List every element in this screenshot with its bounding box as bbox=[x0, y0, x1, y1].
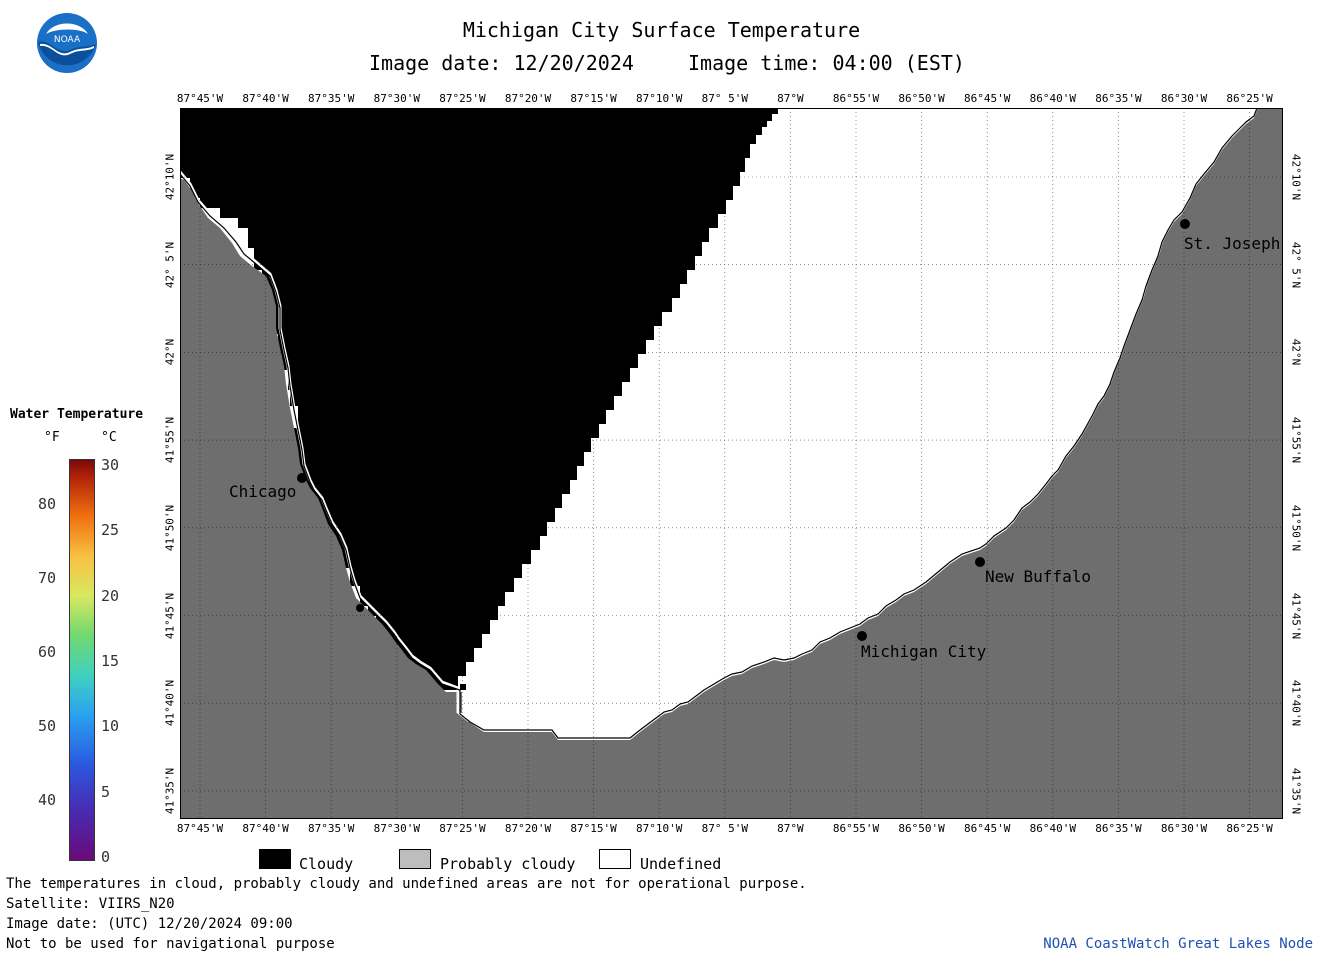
footer-credit: NOAA CoastWatch Great Lakes Node bbox=[1043, 936, 1313, 952]
colorbar-f-label: 60 bbox=[38, 643, 57, 661]
latitude-tick-label: 41°45'N bbox=[163, 592, 177, 639]
colorbar-c-label: 25 bbox=[101, 521, 120, 540]
longitude-tick-label: 87°25'W bbox=[439, 92, 486, 105]
longitude-tick-label: 87°30'W bbox=[373, 822, 420, 835]
colorbar-unit-c: °C bbox=[101, 430, 117, 445]
map-frame bbox=[180, 108, 1283, 819]
latitude-tick-label: 41°50'N bbox=[163, 504, 177, 551]
legend-swatch-undefined bbox=[599, 849, 631, 869]
longitude-tick-label: 86°30'W bbox=[1160, 92, 1208, 105]
footer-disclaimer: The temperatures in cloud, probably clou… bbox=[6, 876, 807, 892]
longitude-tick-label: 86°40'W bbox=[1029, 822, 1076, 835]
legend-label-undefined: Undefined bbox=[640, 855, 722, 873]
chicago-marker bbox=[297, 473, 307, 483]
longitude-tick-label: 86°55'W bbox=[832, 822, 880, 835]
footer-satellite: Satellite: VIIRS_N20 bbox=[6, 896, 175, 912]
city-label-st-joseph: St. Joseph bbox=[1184, 234, 1281, 253]
longitude-tick-label: 87°35'W bbox=[308, 822, 355, 835]
latitude-tick-label: 41°35'N bbox=[163, 767, 177, 815]
longitude-tick-label: 86°50'W bbox=[898, 92, 945, 105]
colorbar-c-label: 0 bbox=[101, 847, 111, 866]
colorbar-f-label: 40 bbox=[38, 791, 57, 809]
colorbar-f-label: 70 bbox=[38, 569, 57, 587]
latitude-tick-label: 41°50'N bbox=[1289, 504, 1303, 551]
longitude-tick-label: 87°20'W bbox=[504, 822, 552, 835]
latitude-tick-label: 41°45'N bbox=[1289, 592, 1303, 639]
latitude-tick-label: 42°N bbox=[1289, 339, 1303, 366]
longitude-tick-label: 87°W bbox=[777, 92, 804, 105]
colorbar-c-label: 5 bbox=[101, 782, 111, 801]
longitude-tick-label: 86°45'W bbox=[964, 822, 1011, 835]
colorbar-title: Water Temperature bbox=[10, 407, 144, 422]
shoreline bbox=[180, 108, 1258, 738]
latitude-tick-label: 41°40'N bbox=[163, 680, 177, 727]
latitude-tick-label: 41°55'N bbox=[1289, 416, 1303, 464]
michigan-city-marker bbox=[857, 631, 867, 641]
land-area bbox=[180, 108, 1283, 819]
new-buffalo-marker bbox=[975, 557, 985, 567]
colorbar-c-label: 10 bbox=[101, 717, 120, 736]
legend-label-cloudy: Cloudy bbox=[299, 855, 354, 873]
longitude-tick-label: 87°30'W bbox=[373, 92, 420, 105]
footer-utc-date: Image date: (UTC) 12/20/2024 09:00 bbox=[6, 916, 293, 932]
page-title: Michigan City Surface Temperature bbox=[462, 18, 861, 42]
longitude-tick-label: 86°55'W bbox=[832, 92, 880, 105]
longitude-tick-label: 87°20'W bbox=[504, 92, 552, 105]
latitude-tick-label: 42°N bbox=[163, 339, 177, 366]
st-joseph-marker bbox=[1180, 219, 1190, 229]
colorbar-c-label: 20 bbox=[101, 586, 120, 605]
longitude-tick-label: 86°35'W bbox=[1095, 822, 1142, 835]
longitude-tick-label: 87°45'W bbox=[176, 822, 224, 835]
lake-map bbox=[180, 108, 1283, 819]
gary-marker bbox=[356, 604, 364, 612]
longitude-tick-label: 87°40'W bbox=[242, 92, 289, 105]
legend-swatch-cloudy bbox=[259, 849, 291, 869]
longitude-tick-label: 87°10'W bbox=[636, 822, 683, 835]
longitude-tick-label: 87°15'W bbox=[570, 822, 617, 835]
longitude-tick-label: 87°45'W bbox=[176, 92, 224, 105]
image-time: Image time: 04:00 (EST) bbox=[688, 51, 965, 75]
longitude-tick-label: 86°25'W bbox=[1226, 92, 1273, 105]
latitude-tick-label: 41°40'N bbox=[1289, 680, 1303, 727]
latitude-tick-label: 41°55'N bbox=[163, 416, 177, 464]
longitude-tick-label: 86°30'W bbox=[1160, 822, 1208, 835]
longitude-tick-label: 86°25'W bbox=[1226, 822, 1273, 835]
longitude-tick-label: 86°45'W bbox=[964, 92, 1011, 105]
longitude-tick-label: 87°W bbox=[777, 822, 804, 835]
noaa-logo: NOAA bbox=[37, 13, 97, 73]
city-label-new-buffalo: New Buffalo bbox=[985, 567, 1091, 586]
latitude-tick-label: 42°10'N bbox=[163, 153, 177, 201]
longitude-tick-label: 87° 5'W bbox=[701, 92, 748, 105]
latitude-tick-label: 42°10'N bbox=[1289, 153, 1303, 201]
longitude-tick-label: 87°25'W bbox=[439, 822, 486, 835]
longitude-tick-label: 86°35'W bbox=[1095, 92, 1142, 105]
graticule bbox=[180, 108, 1283, 819]
latitude-tick-label: 42° 5'N bbox=[163, 241, 177, 288]
longitude-tick-label: 87°35'W bbox=[308, 92, 355, 105]
longitude-tick-label: 87° 5'W bbox=[701, 822, 748, 835]
latitude-tick-label: 41°35'N bbox=[1289, 767, 1303, 815]
colorbar-unit-f: °F bbox=[44, 430, 60, 445]
colorbar-f-label: 50 bbox=[38, 717, 57, 735]
longitude-tick-label: 87°10'W bbox=[636, 92, 683, 105]
longitude-tick-label: 86°50'W bbox=[898, 822, 945, 835]
legend-label-probably-cloudy: Probably cloudy bbox=[440, 855, 576, 873]
longitude-tick-label: 87°15'W bbox=[570, 92, 617, 105]
latitude-tick-label: 42° 5'N bbox=[1289, 241, 1303, 288]
city-label-michigan-city: Michigan City bbox=[861, 642, 987, 661]
colorbar-f-label: 80 bbox=[38, 495, 57, 513]
colorbar-c-label: 30 bbox=[101, 456, 120, 474]
city-label-chicago: Chicago bbox=[229, 482, 297, 501]
colorbar bbox=[69, 459, 95, 861]
legend-swatch-probably-cloudy bbox=[399, 849, 431, 869]
noaa-logo-text: NOAA bbox=[54, 35, 81, 45]
longitude-tick-label: 86°40'W bbox=[1029, 92, 1076, 105]
image-date: Image date: 12/20/2024 bbox=[369, 51, 634, 75]
colorbar-c-label: 15 bbox=[101, 651, 120, 670]
longitude-tick-label: 87°40'W bbox=[242, 822, 289, 835]
footer-navigation-warning: Not to be used for navigational purpose bbox=[6, 936, 335, 952]
